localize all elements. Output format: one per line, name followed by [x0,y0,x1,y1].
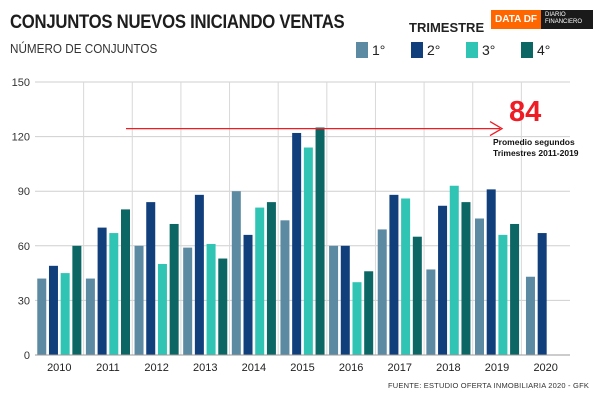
bar [48,265,58,355]
bar [352,282,362,355]
bar [194,194,204,355]
y-tick-label: 60 [18,241,30,253]
brand-sub-line-1: DIARIO [545,12,566,18]
bar [537,233,547,355]
bar [255,207,265,355]
bar [474,218,484,355]
bar [292,132,302,355]
brand-name: DATA DF [491,10,542,29]
bar [121,209,131,355]
source-note: FUENTE: ESTUDIO OFERTA INMOBILIARIA 2020… [388,381,590,390]
bar [37,278,47,355]
legend-label-q4: 4° [537,42,551,58]
x-tick-label: 2013 [193,362,217,374]
legend-swatch-q1 [356,42,368,58]
bar [364,271,374,355]
legend-label-q3: 3° [482,42,496,58]
bar [183,247,193,355]
legend-title: TRIMESTRE [409,20,485,35]
chart-subtitle: NÚMERO DE CONJUNTOS [10,41,158,56]
bar [340,245,350,355]
bar [412,236,422,355]
x-tick-label: 2011 [96,362,120,374]
legend-item-q4: 4° [521,42,567,58]
legend-swatch-q4 [521,42,533,58]
x-tick-label: 2016 [339,362,363,374]
bar [85,278,95,355]
y-tick-label: 90 [18,186,30,198]
bar [525,276,535,355]
legend-swatch-q2 [411,42,423,58]
bar [377,229,387,355]
brand-logo: DATA DF DIARIO FINANCIERO [491,10,593,29]
legend-item-q2: 2° [411,42,457,58]
bar [60,273,70,355]
legend-label-q1: 1° [372,42,386,58]
bar [438,205,448,355]
average-value: 84 [509,96,542,128]
bar [146,202,156,355]
bar [510,223,520,355]
bar [72,245,82,355]
bar [157,264,167,355]
bar [486,189,496,355]
bar [426,269,436,355]
bar [266,202,276,355]
bar [303,147,313,355]
y-tick-label: 0 [24,350,30,362]
average-label: Promedio segundos Trimestres 2011-2019 [493,137,579,159]
y-tick-label: 150 [12,77,30,89]
average-arrow [489,121,504,137]
bar [109,233,119,355]
bar [329,245,339,355]
bar [280,220,290,355]
x-tick-label: 2012 [144,362,168,374]
x-tick-label: 2020 [533,362,557,374]
bar [206,243,216,355]
bar [231,191,241,355]
average-label-line-1: Promedio segundos [493,137,575,147]
bar [498,234,508,355]
bar [401,198,411,355]
x-tick-label: 2014 [242,362,266,374]
bar [315,127,325,355]
x-tick-label: 2019 [485,362,509,374]
x-tick-label: 2015 [290,362,314,374]
bar [134,245,144,355]
bar [97,227,107,355]
legend-label-q2: 2° [427,42,441,58]
y-tick-label: 30 [18,295,30,307]
bar [218,258,228,355]
y-tick-label: 120 [12,132,30,144]
chart-title: CONJUNTOS NUEVOS INICIANDO VENTAS [10,12,345,33]
bar [169,223,179,355]
bar [243,234,253,355]
bar [449,185,459,355]
average-label-line-2: Trimestres 2011-2019 [493,148,579,158]
x-tick-label: 2010 [47,362,71,374]
brand-subtitle: DIARIO FINANCIERO [541,10,593,29]
legend-item-q3: 3° [466,42,512,58]
bar [461,202,471,355]
brand-sub-line-2: FINANCIERO [545,19,583,25]
x-tick-label: 2017 [388,362,412,374]
legend: 1° 2° 3° 4° [356,42,567,58]
legend-item-q1: 1° [356,42,402,58]
bar [389,194,399,355]
legend-swatch-q3 [466,42,478,58]
x-tick-label: 2018 [436,362,460,374]
